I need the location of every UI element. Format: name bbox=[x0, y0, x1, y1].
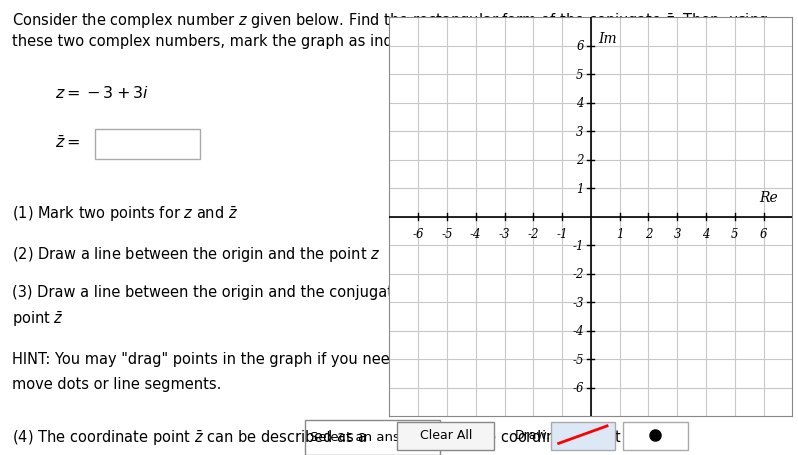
Text: -5: -5 bbox=[441, 227, 452, 240]
Text: -6: -6 bbox=[572, 381, 583, 394]
Text: -2: -2 bbox=[527, 227, 539, 240]
Text: (2) Draw a line between the origin and the point $z$: (2) Draw a line between the origin and t… bbox=[12, 244, 381, 263]
FancyBboxPatch shape bbox=[551, 423, 615, 450]
Text: 4: 4 bbox=[702, 227, 709, 240]
Text: Re: Re bbox=[759, 191, 778, 204]
Text: move dots or line segments.: move dots or line segments. bbox=[12, 376, 221, 391]
Text: 5: 5 bbox=[576, 69, 583, 81]
FancyBboxPatch shape bbox=[305, 420, 440, 455]
Text: (4) The coordinate point $\bar{z}$ can be described as a: (4) The coordinate point $\bar{z}$ can b… bbox=[12, 428, 367, 446]
Text: -3: -3 bbox=[499, 227, 510, 240]
Text: -3: -3 bbox=[572, 296, 583, 309]
Text: 6: 6 bbox=[576, 40, 583, 53]
Text: 3: 3 bbox=[576, 126, 583, 138]
Text: Clear All: Clear All bbox=[420, 429, 472, 441]
Text: Consider the complex number $z$ given below. Find the rectangular form of the co: Consider the complex number $z$ given be… bbox=[12, 12, 768, 31]
FancyBboxPatch shape bbox=[397, 423, 494, 450]
FancyBboxPatch shape bbox=[95, 130, 200, 160]
Text: 2: 2 bbox=[645, 227, 652, 240]
Text: Im: Im bbox=[598, 32, 617, 46]
Text: -4: -4 bbox=[572, 324, 583, 338]
Text: -1: -1 bbox=[556, 227, 568, 240]
Text: 2: 2 bbox=[576, 154, 583, 167]
Text: -6: -6 bbox=[413, 227, 424, 240]
Text: Select an answer  ∨: Select an answer ∨ bbox=[310, 430, 443, 444]
Text: 4: 4 bbox=[576, 97, 583, 110]
Text: 5: 5 bbox=[731, 227, 739, 240]
Text: 6: 6 bbox=[760, 227, 768, 240]
Text: $z = -3 + 3i$: $z = -3 + 3i$ bbox=[55, 85, 149, 101]
Text: 1: 1 bbox=[616, 227, 623, 240]
Text: -4: -4 bbox=[470, 227, 481, 240]
Text: -1: -1 bbox=[572, 239, 583, 252]
Text: point $\bar{z}$: point $\bar{z}$ bbox=[12, 309, 64, 329]
Text: 3: 3 bbox=[674, 227, 681, 240]
Text: (1) Mark two points for $z$ and $\bar{z}$: (1) Mark two points for $z$ and $\bar{z}… bbox=[12, 205, 238, 223]
Text: of the coordinate point $z$.: of the coordinate point $z$. bbox=[448, 428, 638, 446]
Text: $\bar{z} =$: $\bar{z} =$ bbox=[55, 135, 81, 151]
FancyBboxPatch shape bbox=[623, 423, 688, 450]
Text: 1: 1 bbox=[576, 182, 583, 195]
Text: (3) Draw a line between the origin and the conjugate: (3) Draw a line between the origin and t… bbox=[12, 284, 402, 299]
Text: HINT: You may "drag" points in the graph if you need to: HINT: You may "drag" points in the graph… bbox=[12, 351, 418, 366]
Text: these two complex numbers, mark the graph as indicated:: these two complex numbers, mark the grap… bbox=[12, 34, 443, 49]
Text: Draw:: Draw: bbox=[515, 429, 551, 441]
Text: -5: -5 bbox=[572, 353, 583, 366]
Text: -2: -2 bbox=[572, 268, 583, 281]
